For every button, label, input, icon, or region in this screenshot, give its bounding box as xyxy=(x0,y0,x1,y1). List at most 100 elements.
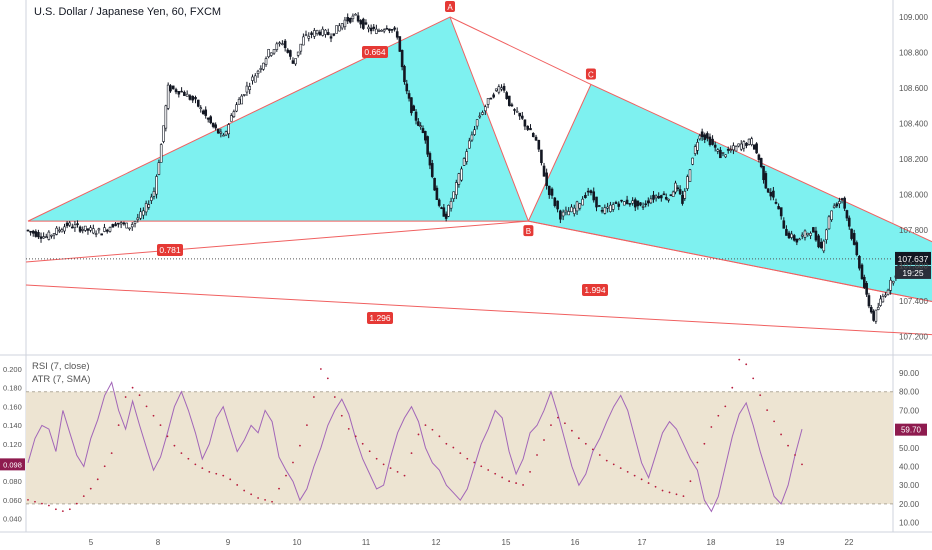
candle-body xyxy=(774,201,778,204)
candle-body xyxy=(592,191,596,201)
candle-body xyxy=(340,23,344,29)
candle-body xyxy=(421,128,425,134)
last-price-bg xyxy=(895,251,931,265)
candle-body xyxy=(346,17,350,22)
candle-body xyxy=(550,188,554,196)
atr-point xyxy=(326,377,329,380)
price-axis-tick: 107.400 xyxy=(899,297,928,306)
candle-body xyxy=(209,116,212,124)
atr-point xyxy=(278,487,280,490)
candle-body xyxy=(662,193,666,196)
atr-point xyxy=(410,452,413,455)
candle-body xyxy=(867,295,871,307)
candle-body xyxy=(489,97,493,100)
atr-point xyxy=(724,405,727,408)
atr-point xyxy=(703,442,706,445)
candle-body xyxy=(858,256,861,269)
candle-body xyxy=(206,117,210,120)
candle-body xyxy=(442,207,446,217)
time-axis-tick: 10 xyxy=(293,538,302,547)
candle-body xyxy=(194,97,197,100)
candle-body xyxy=(119,222,123,225)
candle-body xyxy=(289,50,292,57)
candle-body xyxy=(737,143,740,147)
countdown-label: 19:25 xyxy=(902,268,924,278)
candle-body xyxy=(171,85,175,90)
price-axis-tick: 107.600 xyxy=(899,262,928,271)
fib-ratio-label: 0.664 xyxy=(364,47,386,57)
atr-point xyxy=(752,377,755,380)
candle-body xyxy=(111,224,115,228)
candle-body xyxy=(31,230,35,234)
rsi-axis-tick: 30.00 xyxy=(899,481,920,490)
atr-point xyxy=(48,504,50,507)
candle-body xyxy=(708,136,712,145)
candle-body xyxy=(564,209,568,213)
candle-body xyxy=(860,264,864,280)
atr-point xyxy=(801,463,803,466)
atr-axis-tick: 0.060 xyxy=(3,496,22,505)
atr-point xyxy=(564,422,566,425)
atr-axis-tick: 0.140 xyxy=(3,421,22,430)
atr-point xyxy=(773,420,776,423)
atr-point xyxy=(375,457,378,460)
candle-body xyxy=(852,233,856,245)
candle-body xyxy=(876,306,880,310)
pattern-point-a-bg xyxy=(445,1,455,12)
candle-body xyxy=(713,144,717,148)
candle-body xyxy=(540,149,543,164)
candle-body xyxy=(222,134,225,137)
atr-point xyxy=(82,495,85,498)
time-axis-tick: 11 xyxy=(362,538,371,547)
candle-body xyxy=(822,240,826,252)
atr-point xyxy=(480,465,483,468)
atr-point xyxy=(431,428,434,431)
atr-point xyxy=(745,363,748,366)
candle-body xyxy=(681,194,684,204)
time-axis-tick: 16 xyxy=(571,538,580,547)
candle-body xyxy=(523,119,527,127)
atr-point xyxy=(550,424,552,426)
candle-body xyxy=(405,83,409,92)
candle-body xyxy=(521,115,524,119)
candle-body xyxy=(696,142,699,151)
candle-body xyxy=(372,26,376,29)
candle-body xyxy=(166,84,170,109)
atr-point xyxy=(292,461,294,464)
candle-body xyxy=(891,281,895,284)
candle-body xyxy=(354,13,357,16)
candle-body xyxy=(792,235,796,241)
candle-body xyxy=(597,205,601,207)
candle-body xyxy=(465,151,469,162)
candle-body xyxy=(724,154,727,158)
candle-body xyxy=(204,109,208,116)
candle-body xyxy=(433,177,436,191)
candle-body xyxy=(752,144,756,150)
candle-body xyxy=(460,168,463,181)
candle-body xyxy=(534,136,538,141)
atr-point xyxy=(145,405,148,408)
candle-body xyxy=(545,172,548,186)
candle-body xyxy=(71,226,74,229)
candle-body xyxy=(772,190,775,198)
candle-body xyxy=(245,85,249,93)
atr-point xyxy=(584,442,587,445)
candle-body xyxy=(375,28,378,34)
pattern-point-c: C xyxy=(588,70,594,79)
atr-point xyxy=(222,474,225,477)
price-axis-tick: 109.000 xyxy=(899,13,928,22)
candle-body xyxy=(155,176,158,195)
atr-point xyxy=(445,442,448,445)
atr-point xyxy=(473,461,476,464)
candle-body xyxy=(304,34,308,37)
candle-body xyxy=(617,203,621,207)
atr-value-bg xyxy=(0,458,25,471)
atr-point xyxy=(633,474,636,477)
atr-axis-tick: 0.080 xyxy=(3,477,22,486)
candle-body xyxy=(229,115,233,122)
candle-body xyxy=(313,30,316,37)
atr-point xyxy=(333,396,336,398)
candle-body xyxy=(100,233,103,236)
candle-body xyxy=(462,158,466,166)
candle-body xyxy=(117,222,120,225)
